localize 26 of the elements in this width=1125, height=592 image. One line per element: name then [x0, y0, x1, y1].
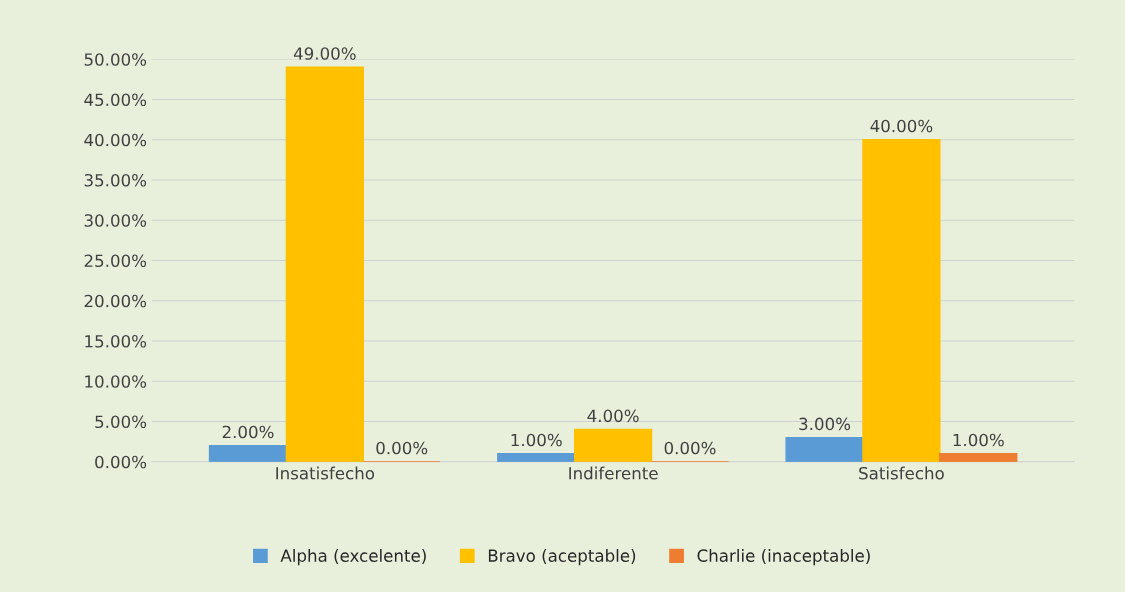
data-label: 4.00% — [587, 409, 639, 423]
y-tick-label: 40.00% — [84, 133, 147, 147]
y-tick-label: 35.00% — [84, 173, 147, 187]
x-tick-label: Insatisfecho — [276, 466, 375, 480]
y-tick-label: 15.00% — [85, 334, 147, 348]
data-label: 1.00% — [511, 433, 562, 447]
x-tick-label: Satisfecho — [859, 466, 944, 480]
data-label: 2.00% — [222, 425, 274, 439]
y-tick-label: 25.00% — [84, 254, 147, 268]
legend-label: Bravo (aceptable) — [488, 549, 636, 566]
y-tick-label: 30.00% — [84, 214, 147, 227]
legend-label: Charlie (inaceptable) — [697, 549, 870, 566]
legend-label: Alpha (excelente) — [280, 549, 426, 566]
data-label: 40.00% — [870, 119, 933, 133]
y-tick-label: 50.00% — [84, 53, 147, 66]
data-label: 3.00% — [799, 417, 851, 431]
data-label: 49.00% — [293, 47, 356, 60]
y-tick-label: 0.00% — [95, 455, 147, 469]
y-tick-label: 45.00% — [84, 93, 147, 107]
data-label: 1.00% — [953, 433, 1004, 447]
data-label: 0.00% — [376, 441, 428, 455]
y-tick-label: 20.00% — [84, 294, 147, 308]
data-label: 0.00% — [664, 441, 716, 455]
y-tick-label: 10.00% — [85, 375, 147, 388]
x-tick-label: Indiferente — [569, 466, 658, 480]
y-tick-label: 5.00% — [95, 415, 147, 429]
